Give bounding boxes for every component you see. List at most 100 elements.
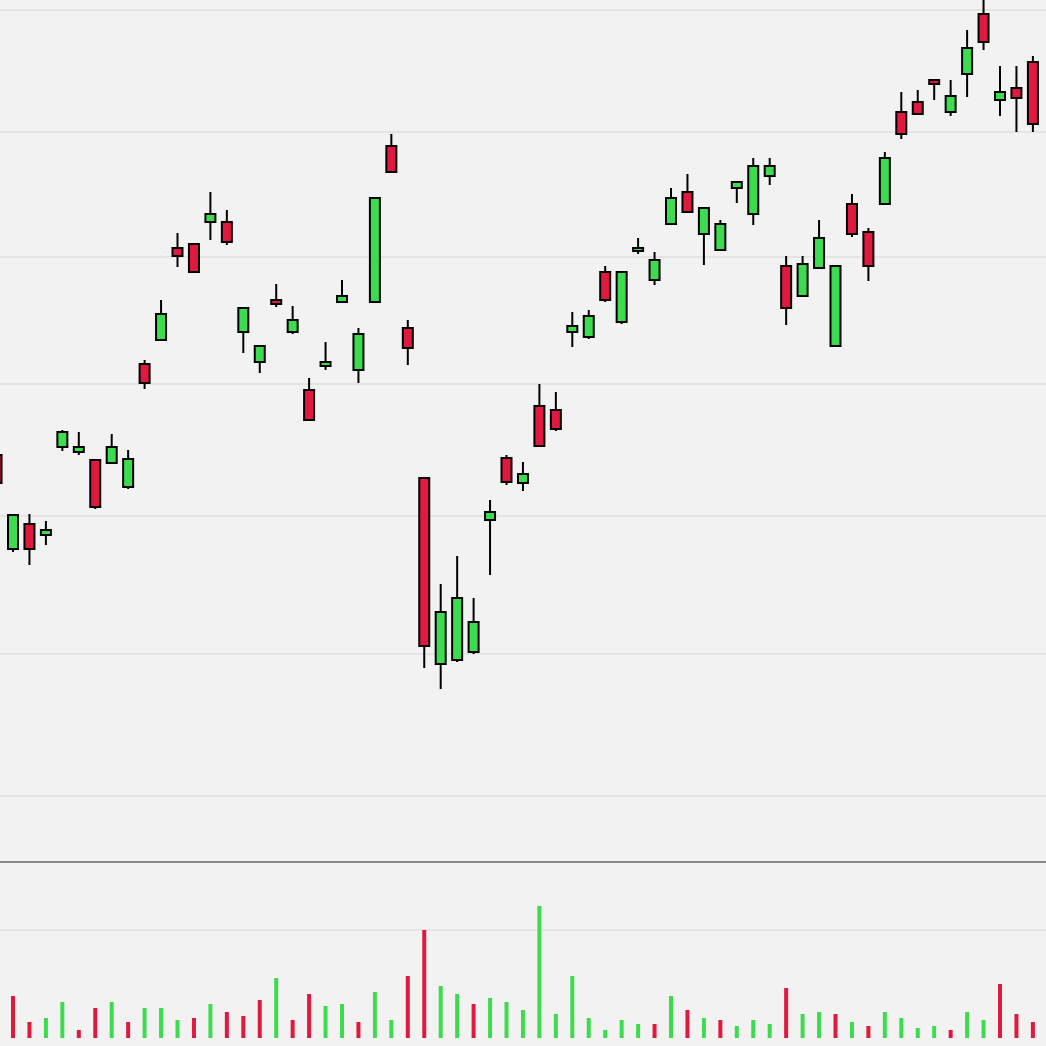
volume-bar — [175, 1020, 180, 1038]
volume-bar — [981, 1020, 986, 1038]
volume-bar — [553, 1014, 558, 1038]
volume-bar — [93, 1008, 98, 1038]
volume-bar — [109, 1002, 114, 1038]
volume-bar — [27, 1022, 32, 1038]
candle-body — [0, 454, 3, 484]
volume-bar — [1014, 1014, 1019, 1038]
volume-bar — [43, 1018, 48, 1038]
candle-body — [1010, 87, 1023, 99]
volume-bar — [520, 1010, 525, 1038]
volume-bar — [76, 1030, 81, 1038]
volume-bar — [636, 1024, 641, 1038]
candle-body — [533, 405, 546, 447]
candle-body — [286, 319, 299, 333]
volume-bar — [257, 1000, 262, 1038]
candle-body — [697, 207, 710, 235]
volume-bar — [224, 1012, 229, 1038]
candle-body — [977, 13, 990, 43]
candle-body — [138, 363, 151, 384]
volume-bar — [767, 1024, 772, 1038]
volume-bar — [356, 1022, 361, 1038]
candle-body — [204, 213, 217, 223]
candle-body — [237, 307, 250, 333]
volume-bar — [340, 1004, 344, 1038]
candle-body — [467, 621, 480, 653]
volume-bar — [241, 1016, 246, 1038]
candle-body — [780, 265, 793, 309]
candle-body — [566, 325, 579, 333]
candle-body — [368, 197, 381, 303]
volume-bar — [734, 1026, 739, 1038]
candle-body — [7, 514, 19, 550]
candle-body — [319, 361, 332, 367]
candle-body — [516, 473, 529, 484]
candle-body — [928, 79, 941, 85]
candle-body — [1026, 61, 1039, 125]
volume-bar — [290, 1020, 295, 1038]
volume-bar — [784, 988, 789, 1038]
candle-body — [632, 247, 645, 252]
volume-bar — [965, 1012, 970, 1038]
candle-body — [500, 457, 513, 483]
volume-bar — [685, 1010, 690, 1038]
volume-bar — [1030, 1022, 1035, 1038]
candle-body — [665, 197, 677, 225]
volume-bar — [422, 930, 427, 1038]
volume-bar — [537, 906, 542, 1038]
candle-body — [599, 271, 612, 301]
candle-body — [105, 446, 118, 464]
candle-body — [961, 47, 974, 75]
candle-body — [681, 191, 694, 213]
candle-body — [813, 237, 826, 269]
candle-body — [220, 221, 233, 243]
candle-body — [451, 597, 464, 661]
volume-bar — [405, 976, 410, 1038]
candle-body — [171, 247, 184, 257]
candle-body — [253, 345, 266, 363]
candle-body — [484, 511, 497, 521]
candle-body — [385, 145, 398, 173]
volume-bar — [471, 1004, 476, 1038]
volume-bar — [570, 976, 575, 1038]
volume-bar — [718, 1020, 723, 1038]
volume-bar — [899, 1018, 904, 1038]
volume-bar — [11, 996, 15, 1038]
candle-body — [352, 333, 365, 371]
volume-bar — [323, 1006, 328, 1038]
candle-body — [796, 263, 809, 297]
volume-bar — [603, 1030, 608, 1038]
candle-body — [418, 477, 431, 647]
volume-bar — [455, 994, 460, 1038]
candle-body — [994, 91, 1006, 101]
candle-body — [336, 295, 348, 303]
volume-bar — [586, 1018, 591, 1038]
candle-body — [549, 409, 562, 430]
volume-bar — [438, 986, 443, 1038]
candle-body — [878, 157, 891, 205]
volume-bar — [800, 1014, 805, 1038]
volume-bar — [833, 1014, 838, 1038]
volume-bar — [159, 1008, 164, 1038]
candle-body — [72, 446, 85, 453]
volume-bar — [915, 1028, 920, 1038]
volume-bar — [619, 1020, 624, 1038]
volume-bar — [948, 1030, 953, 1038]
volume-bar — [142, 1008, 147, 1038]
candle-body — [615, 271, 628, 323]
volume-bar — [882, 1012, 887, 1038]
candle-body — [862, 231, 875, 267]
candle-body — [582, 315, 595, 338]
candle-body — [89, 459, 102, 508]
volume-bar — [504, 1002, 509, 1038]
volume-bar — [191, 1018, 196, 1038]
candle-body — [187, 243, 200, 273]
candle-body — [270, 299, 283, 305]
volume-bar — [208, 1004, 213, 1038]
candle-body — [401, 327, 414, 349]
volume-bar — [932, 1026, 937, 1038]
volume-bar — [126, 1022, 131, 1038]
candle-body — [747, 165, 760, 215]
candle-body — [23, 523, 36, 550]
